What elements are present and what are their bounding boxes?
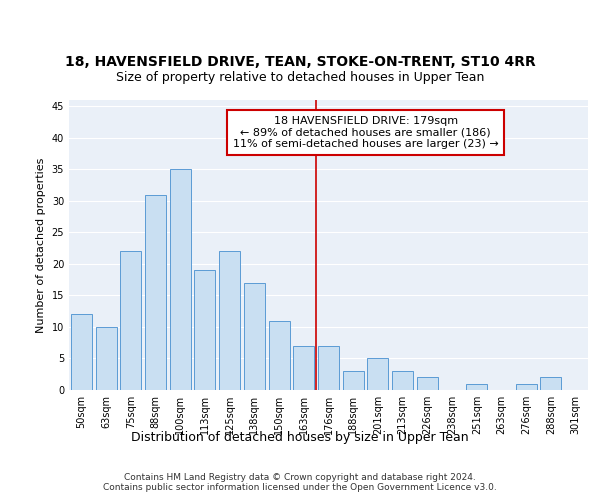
- Bar: [71, 314, 92, 390]
- Bar: [269, 320, 290, 390]
- Bar: [170, 170, 191, 390]
- Bar: [417, 378, 438, 390]
- Bar: [244, 283, 265, 390]
- Bar: [343, 371, 364, 390]
- Bar: [392, 371, 413, 390]
- Bar: [466, 384, 487, 390]
- Text: 18 HAVENSFIELD DRIVE: 179sqm
← 89% of detached houses are smaller (186)
11% of s: 18 HAVENSFIELD DRIVE: 179sqm ← 89% of de…: [233, 116, 499, 149]
- Bar: [219, 252, 240, 390]
- Bar: [293, 346, 314, 390]
- Bar: [516, 384, 537, 390]
- Y-axis label: Number of detached properties: Number of detached properties: [36, 158, 46, 332]
- Text: Distribution of detached houses by size in Upper Tean: Distribution of detached houses by size …: [131, 431, 469, 444]
- Bar: [95, 327, 116, 390]
- Bar: [194, 270, 215, 390]
- Text: Size of property relative to detached houses in Upper Tean: Size of property relative to detached ho…: [116, 71, 484, 84]
- Text: Contains HM Land Registry data © Crown copyright and database right 2024.
Contai: Contains HM Land Registry data © Crown c…: [103, 473, 497, 492]
- Bar: [120, 252, 141, 390]
- Bar: [367, 358, 388, 390]
- Bar: [145, 194, 166, 390]
- Bar: [541, 378, 562, 390]
- Bar: [318, 346, 339, 390]
- Text: 18, HAVENSFIELD DRIVE, TEAN, STOKE-ON-TRENT, ST10 4RR: 18, HAVENSFIELD DRIVE, TEAN, STOKE-ON-TR…: [65, 56, 535, 70]
